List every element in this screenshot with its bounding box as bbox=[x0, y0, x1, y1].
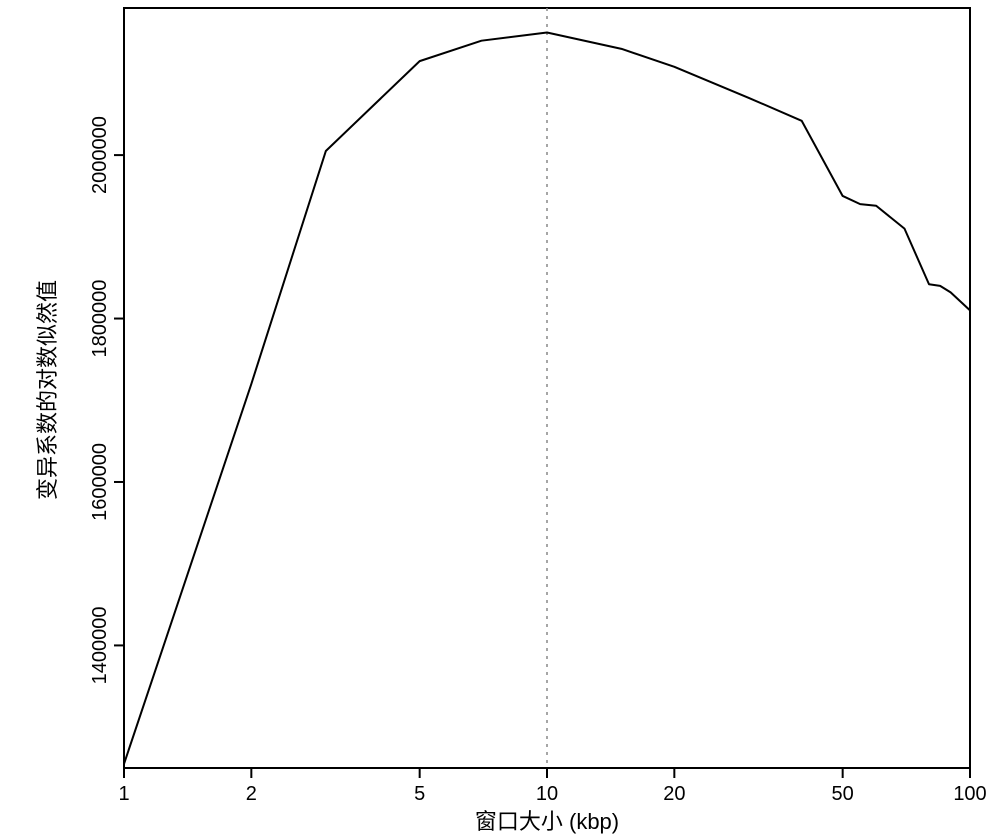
y-axis-label: 变异系数的对数似然值 bbox=[30, 170, 62, 610]
x-tick-label: 100 bbox=[953, 783, 986, 805]
y-tick-label: 1400000 bbox=[89, 606, 111, 684]
chart-container: 1 2 5 10 20 50 100 1400000 1600000 1800000 2000000… bbox=[0, 0, 1000, 838]
x-tick-label: 50 bbox=[832, 783, 854, 805]
x-axis-label: 窗口大小 (kbp) bbox=[124, 804, 970, 836]
chart-svg: 1 2 5 10 20 50 100 1400000 1600000 1800000 2000000 bbox=[0, 0, 1000, 838]
y-tick-label: 2000000 bbox=[89, 116, 111, 194]
data-line bbox=[124, 33, 970, 764]
x-tick-label: 10 bbox=[536, 783, 558, 805]
x-tick-label: 5 bbox=[414, 783, 425, 805]
x-tick-label: 2 bbox=[246, 783, 257, 805]
x-tick-label: 20 bbox=[663, 783, 685, 805]
x-tick-label: 1 bbox=[118, 783, 129, 805]
y-tick-label: 1600000 bbox=[89, 443, 111, 521]
y-tick-label: 1800000 bbox=[89, 280, 111, 358]
